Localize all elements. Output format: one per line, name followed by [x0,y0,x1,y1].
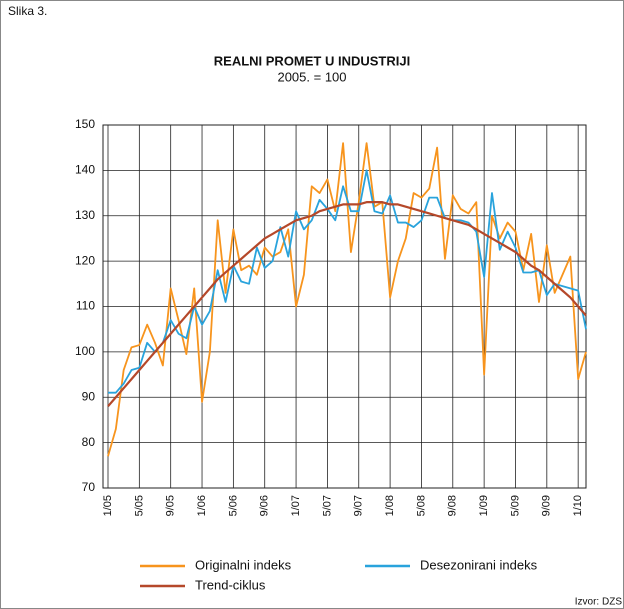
legend-label: Trend-ciklus [195,577,266,592]
series-line [108,169,587,394]
x-tick-label: 5/05 [133,495,145,516]
x-tick-label: 9/08 [447,495,459,516]
x-tick-label: 1/07 [290,495,302,516]
x-tick-label: 1/10 [572,495,584,516]
legend-label: Desezonirani indeks [420,557,538,572]
x-tick-label: 5/06 [227,495,239,516]
x-tick-label: 9/06 [259,495,271,516]
y-tick-label: 100 [75,344,95,358]
plot-border [102,124,587,489]
x-tick-label: 9/07 [353,495,365,516]
y-tick-label: 90 [82,389,96,403]
y-tick-label: 130 [75,208,95,222]
x-tick-label: 1/06 [196,495,208,516]
x-tick-label: 1/09 [478,495,490,516]
chart-subtitle: 2005. = 100 [277,69,346,84]
series-line [107,201,587,408]
x-tick-label: 5/07 [321,495,333,516]
source-note: Izvor: DZS [575,597,623,608]
x-tick-label: 5/08 [415,495,427,516]
x-tick-label: 1/08 [384,495,396,516]
x-tick-label: 5/09 [509,495,521,516]
legend-label: Originalni indeks [195,557,292,572]
x-tick-label: 9/09 [541,495,553,516]
x-tick-label: 1/05 [102,495,114,516]
y-tick-label: 150 [75,117,95,131]
y-tick-label: 120 [75,253,95,267]
figure-label: Slika 3. [8,4,47,18]
y-tick-label: 80 [82,435,96,449]
y-tick-label: 70 [82,480,96,494]
y-tick-label: 110 [76,299,95,313]
x-tick-label: 9/05 [165,495,177,516]
y-tick-label: 140 [75,163,95,177]
chart-title: REALNI PROMET U INDUSTRIJI [214,53,410,68]
